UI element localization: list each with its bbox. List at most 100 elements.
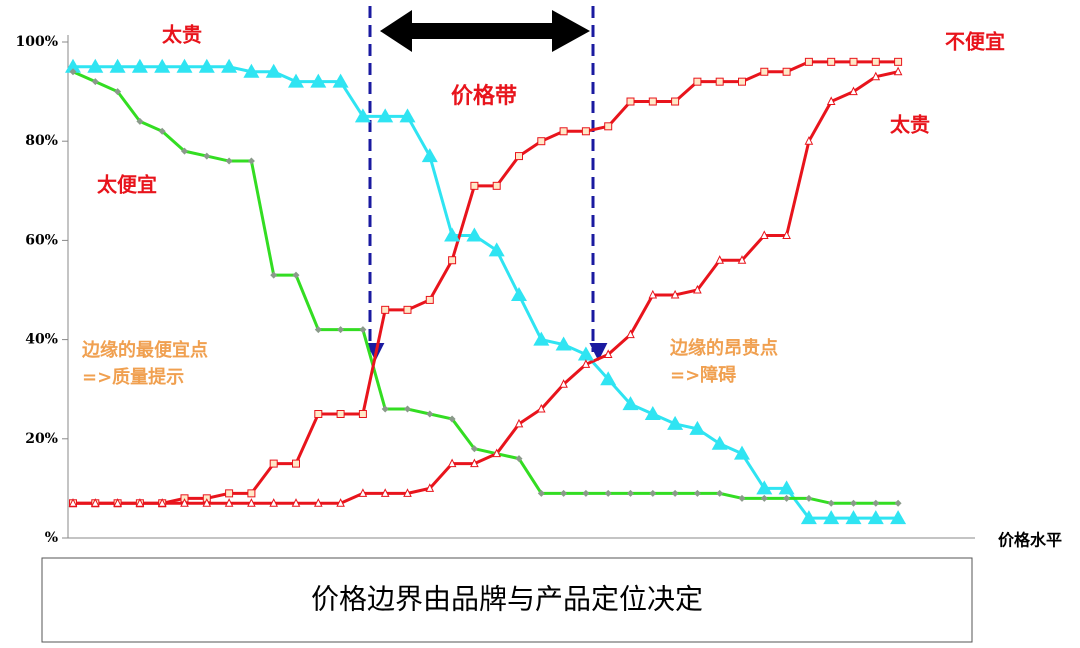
point: [893, 66, 903, 76]
point: [65, 58, 81, 73]
annotation: =>障碍: [670, 364, 736, 386]
point: [69, 68, 77, 76]
point: [845, 510, 862, 525]
caption-box: [41, 557, 973, 643]
point: [693, 284, 702, 294]
point: [247, 157, 255, 165]
annotation: =>质量提示: [82, 366, 184, 388]
point: [603, 349, 613, 358]
annotation: 边缘的最便宜点: [81, 339, 208, 361]
point: [693, 489, 701, 497]
point: [715, 77, 724, 86]
point: [247, 489, 256, 498]
point: [291, 498, 301, 507]
point: [537, 489, 545, 497]
point: [715, 255, 725, 264]
point: [826, 96, 836, 106]
point: [176, 58, 193, 73]
point: [403, 305, 412, 314]
point: [804, 136, 814, 145]
point: [670, 289, 680, 299]
point: [671, 489, 679, 497]
point: [760, 67, 769, 76]
point: [627, 489, 634, 497]
point: [648, 289, 658, 299]
point: [734, 445, 750, 460]
point: [403, 488, 412, 497]
point: [626, 97, 635, 106]
point: [760, 494, 768, 502]
point: [738, 494, 746, 502]
series-line: [73, 60, 899, 505]
annotation: 太便宜: [97, 173, 157, 197]
point: [425, 483, 435, 492]
point: [358, 410, 367, 418]
annotation: 太贵: [162, 23, 202, 47]
point: [716, 489, 724, 497]
point: [136, 117, 144, 125]
x-axis-label: 价格水平: [998, 531, 1062, 550]
point: [648, 97, 657, 106]
point: [759, 230, 769, 239]
point: [890, 510, 907, 525]
point: [533, 331, 550, 346]
point: [269, 498, 279, 507]
point: [470, 181, 479, 190]
point: [649, 489, 657, 497]
point: [492, 448, 502, 458]
point: [158, 127, 166, 135]
point: [444, 227, 461, 242]
point: [671, 97, 680, 106]
point: [336, 498, 345, 507]
point: [604, 122, 613, 131]
y-tick-label: 80%: [25, 133, 58, 149]
annotation: 价格带: [451, 83, 517, 109]
point: [154, 58, 171, 73]
double-arrow: [380, 10, 590, 52]
point: [447, 458, 457, 468]
point: [850, 499, 857, 507]
point: [225, 157, 233, 165]
point: [827, 57, 836, 66]
point: [823, 510, 840, 525]
caption: 价格边界由品牌与产品定位决定: [311, 583, 703, 616]
point: [604, 489, 612, 497]
point: [87, 58, 104, 73]
point: [804, 57, 813, 66]
point: [872, 499, 880, 507]
point: [292, 459, 300, 468]
point: [693, 77, 702, 86]
point: [157, 498, 167, 507]
point: [515, 152, 523, 161]
point: [626, 329, 635, 339]
point: [135, 498, 145, 507]
y-tick-label: %: [45, 530, 58, 546]
point: [894, 499, 902, 507]
series-line: [73, 70, 899, 505]
point: [381, 405, 389, 413]
series-line: [72, 70, 899, 505]
point: [91, 78, 99, 86]
point: [559, 379, 568, 388]
point: [90, 498, 100, 507]
point: [181, 147, 188, 155]
point: [354, 108, 371, 123]
point: [514, 418, 524, 428]
point: [313, 498, 323, 507]
point: [894, 57, 903, 66]
point: [581, 127, 590, 136]
point: [488, 242, 505, 257]
point: [203, 152, 211, 160]
point: [737, 255, 747, 264]
point: [247, 498, 256, 507]
point: [644, 406, 661, 420]
point: [515, 455, 523, 463]
point: [756, 480, 773, 495]
y-tick-label: 100%: [15, 34, 58, 50]
point: [336, 410, 345, 418]
point: [537, 137, 546, 146]
point: [131, 58, 148, 73]
point: [198, 58, 215, 73]
point: [782, 230, 791, 239]
